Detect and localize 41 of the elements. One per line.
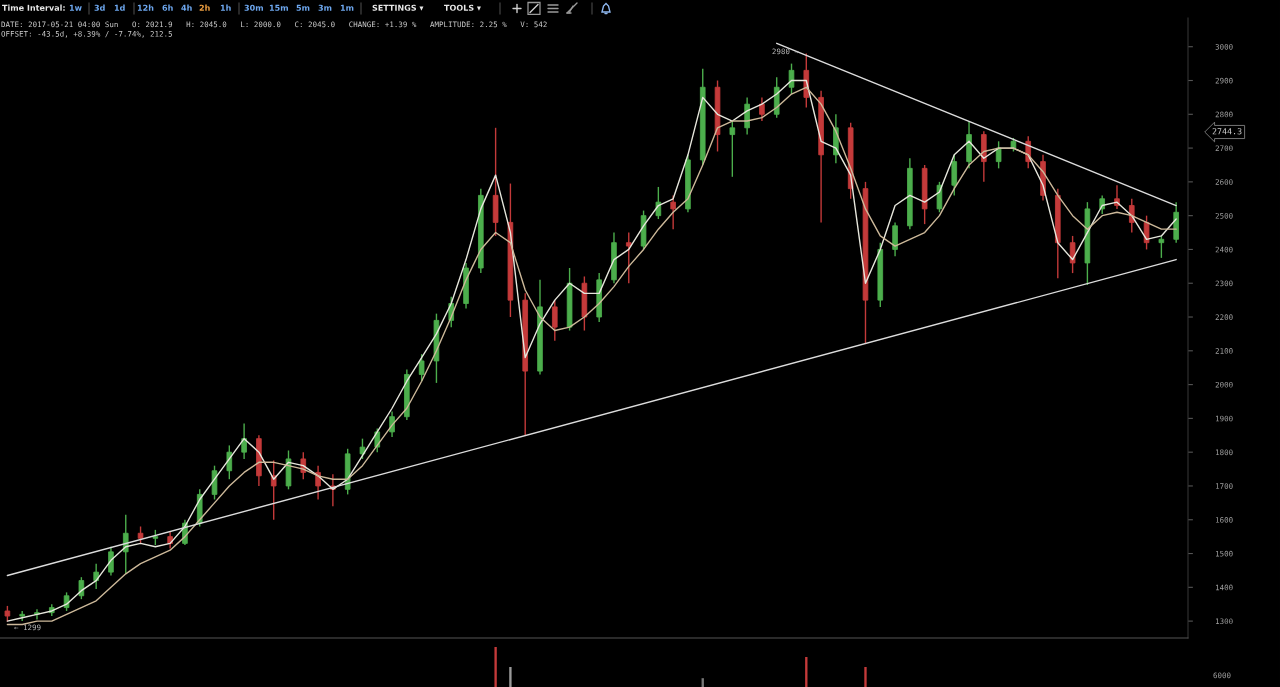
candlestick (995, 140, 1002, 170)
text: 2744.3 (1212, 128, 1242, 135)
bar (509, 667, 512, 687)
bar (864, 667, 867, 687)
text: 6h (162, 4, 173, 11)
candlestick (892, 221, 898, 257)
candlestick (359, 437, 366, 460)
text: 4h (181, 4, 192, 11)
text: 1m (340, 4, 354, 11)
text: 1h (220, 4, 231, 11)
text: 1d (114, 4, 125, 11)
candlestick (315, 464, 321, 501)
text: 2h (199, 4, 210, 11)
candlestick (552, 299, 558, 342)
candlestick (788, 62, 795, 95)
text: 1w (69, 4, 82, 11)
candlestick (1069, 235, 1076, 274)
candlestick (418, 353, 425, 382)
candlestick (93, 562, 99, 590)
text: 30m (244, 4, 263, 11)
candlestick (108, 546, 114, 577)
candlestick (211, 464, 218, 501)
candlestick (951, 154, 958, 197)
text: TOOLS ▾ (444, 4, 481, 11)
text: 3m (318, 4, 332, 11)
text: 5m (296, 4, 310, 11)
candlestick (759, 96, 765, 122)
candlestick (670, 194, 676, 230)
text: 3d (94, 4, 105, 11)
candlestick (226, 444, 233, 480)
candlestick (729, 120, 736, 178)
candlestick (241, 422, 247, 460)
text: Time Interval: (2, 4, 65, 11)
text: 12h (137, 4, 154, 11)
candlestick (625, 231, 632, 284)
text: SETTINGS ▾ (372, 4, 424, 11)
candlestick (1158, 235, 1165, 259)
text: 15m (269, 4, 288, 11)
candlestick (270, 459, 277, 521)
bar (494, 647, 497, 687)
candlestick (655, 186, 662, 220)
